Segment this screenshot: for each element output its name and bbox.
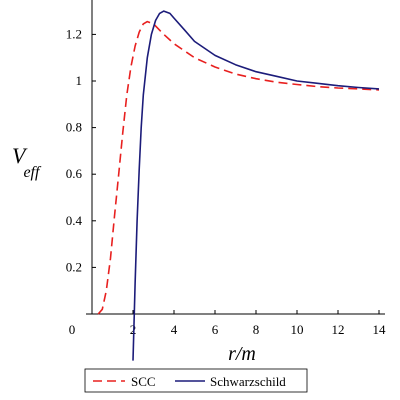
y-tick-label: 1.2 [66,26,82,41]
x-tick-label: 14 [373,322,387,337]
series-line-scc [97,20,380,315]
x-tick-label: 2 [130,322,137,337]
x-ticks: 0 2 4 6 8 10 12 14 [69,310,386,337]
y-tick-label: 0.2 [66,259,82,274]
series-layer [97,10,380,361]
x-tick-label: 4 [171,322,178,337]
legend: SCC Schwarzschild [84,368,308,393]
x-tick-label: 0 [69,322,76,337]
x-tick-label: 12 [332,322,345,337]
legend-label-schwarzschild: Schwarzschild [210,374,286,389]
x-tick-label: 10 [291,322,304,337]
legend-label-scc: SCC [131,374,156,389]
x-axis-label: r/m [228,343,256,365]
y-tick-label: 1 [76,73,83,88]
y-axis-label-main: V [12,143,28,168]
y-tick-label: 0.6 [66,166,83,181]
y-axis-label-sub: eff [23,164,42,181]
y-tick-label: 0.4 [66,213,83,228]
y-ticks: 0.2 0.4 0.6 0.8 1 1.2 [66,26,96,274]
series-line-schwarzschild [132,10,380,361]
axes [86,0,385,315]
y-tick-label: 0.8 [66,120,82,135]
x-tick-label: 8 [253,322,260,337]
x-tick-label: 6 [212,322,219,337]
